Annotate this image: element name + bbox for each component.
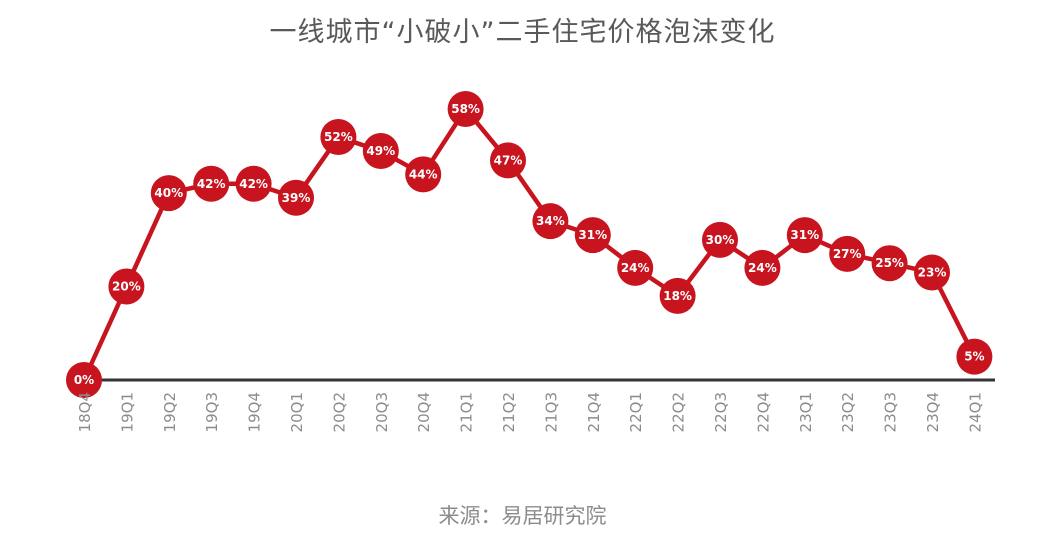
x-tick-label-19Q1: 19Q1 — [118, 392, 136, 432]
x-tick-label-22Q1: 22Q1 — [627, 392, 645, 432]
x-tick-label-21Q3: 21Q3 — [542, 392, 560, 432]
data-point-21Q2 — [490, 142, 526, 179]
data-label-24Q1: 5% — [964, 350, 984, 364]
data-label-23Q2: 27% — [833, 247, 862, 261]
data-label-20Q2: 52% — [324, 130, 353, 144]
data-point-20Q4 — [405, 156, 442, 193]
data-point-21Q3 — [532, 203, 569, 240]
x-tick-label-21Q4: 21Q4 — [585, 392, 603, 432]
data-point-22Q3 — [702, 221, 738, 258]
data-point-23Q3 — [871, 245, 908, 282]
data-point-22Q2 — [659, 277, 696, 314]
x-tick-label-21Q2: 21Q2 — [500, 392, 518, 432]
data-point-19Q1 — [108, 268, 145, 305]
data-point-22Q4 — [744, 249, 781, 286]
chart-title: 一线城市“小破小”二手住宅价格泡沫变化 — [269, 17, 776, 48]
x-tick-label-19Q2: 19Q2 — [161, 392, 179, 432]
x-tick-label-19Q4: 19Q4 — [246, 392, 264, 432]
data-label-23Q4: 23% — [918, 266, 947, 280]
data-point-21Q1 — [447, 91, 484, 127]
data-point-20Q2 — [320, 119, 357, 156]
x-tick-label-18Q4: 18Q4 — [76, 392, 94, 432]
x-tick-label-20Q2: 20Q2 — [330, 392, 348, 432]
x-axis-ticks: 18Q4 19Q1 19Q2 19Q3 19Q4 20Q1 20Q2 20Q3 20Q4 21Q1… — [76, 392, 984, 432]
x-tick-label-23Q1: 23Q1 — [797, 392, 815, 432]
x-tick-label-23Q3: 23Q3 — [882, 392, 900, 432]
data-label-20Q1: 39% — [282, 191, 311, 205]
x-tick-label-21Q1: 21Q1 — [458, 392, 476, 432]
data-point-19Q3 — [193, 165, 230, 202]
data-point-19Q2 — [150, 175, 187, 212]
x-tick-label-20Q4: 20Q4 — [415, 392, 433, 432]
x-tick-label-23Q2: 23Q2 — [839, 392, 857, 432]
data-points: 0% 20% 40% 42% 42% 39% 52% 49% 44% 58% 47% 34% 31% 24… — [66, 91, 993, 398]
x-tick-label-22Q3: 22Q3 — [712, 392, 730, 432]
data-label-19Q3: 42% — [197, 177, 226, 191]
x-tick-label-19Q3: 19Q3 — [203, 392, 221, 432]
data-label-22Q1: 24% — [621, 261, 650, 275]
data-label-22Q4: 24% — [748, 261, 777, 275]
data-label-22Q3: 30% — [706, 233, 735, 247]
data-label-19Q4: 42% — [239, 177, 268, 191]
data-point-20Q1 — [278, 179, 314, 216]
data-label-23Q1: 31% — [790, 228, 819, 242]
x-tick-label-24Q1: 24Q1 — [966, 392, 984, 432]
data-label-20Q3: 49% — [366, 144, 395, 158]
data-label-20Q4: 44% — [409, 167, 438, 181]
data-point-22Q1 — [617, 249, 654, 286]
data-point-23Q1 — [786, 217, 823, 254]
data-label-18Q4: 0% — [74, 373, 94, 387]
x-tick-label-20Q3: 20Q3 — [373, 392, 391, 432]
data-label-21Q2: 47% — [494, 153, 523, 167]
data-point-19Q4 — [235, 165, 272, 202]
data-label-23Q3: 25% — [875, 256, 904, 270]
data-label-19Q1: 20% — [112, 280, 141, 294]
chart-source: 来源：易居研究院 — [438, 504, 607, 528]
data-point-20Q3 — [362, 133, 399, 170]
x-tick-label-20Q1: 20Q1 — [288, 392, 306, 432]
x-tick-label-22Q2: 22Q2 — [670, 392, 688, 432]
data-point-23Q4 — [914, 254, 950, 291]
data-label-21Q4: 31% — [578, 228, 607, 242]
data-point-24Q1 — [956, 338, 993, 375]
x-tick-label-22Q4: 22Q4 — [754, 392, 772, 432]
series-line — [81, 106, 977, 381]
data-point-21Q4 — [574, 217, 611, 254]
data-label-22Q2: 18% — [663, 289, 692, 303]
data-point-23Q2 — [829, 235, 866, 272]
data-label-21Q1: 58% — [451, 102, 480, 116]
data-label-21Q3: 34% — [536, 214, 565, 228]
data-label-19Q2: 40% — [154, 186, 183, 200]
x-tick-label-23Q4: 23Q4 — [924, 392, 942, 432]
data-point-18Q4 — [66, 362, 102, 398]
